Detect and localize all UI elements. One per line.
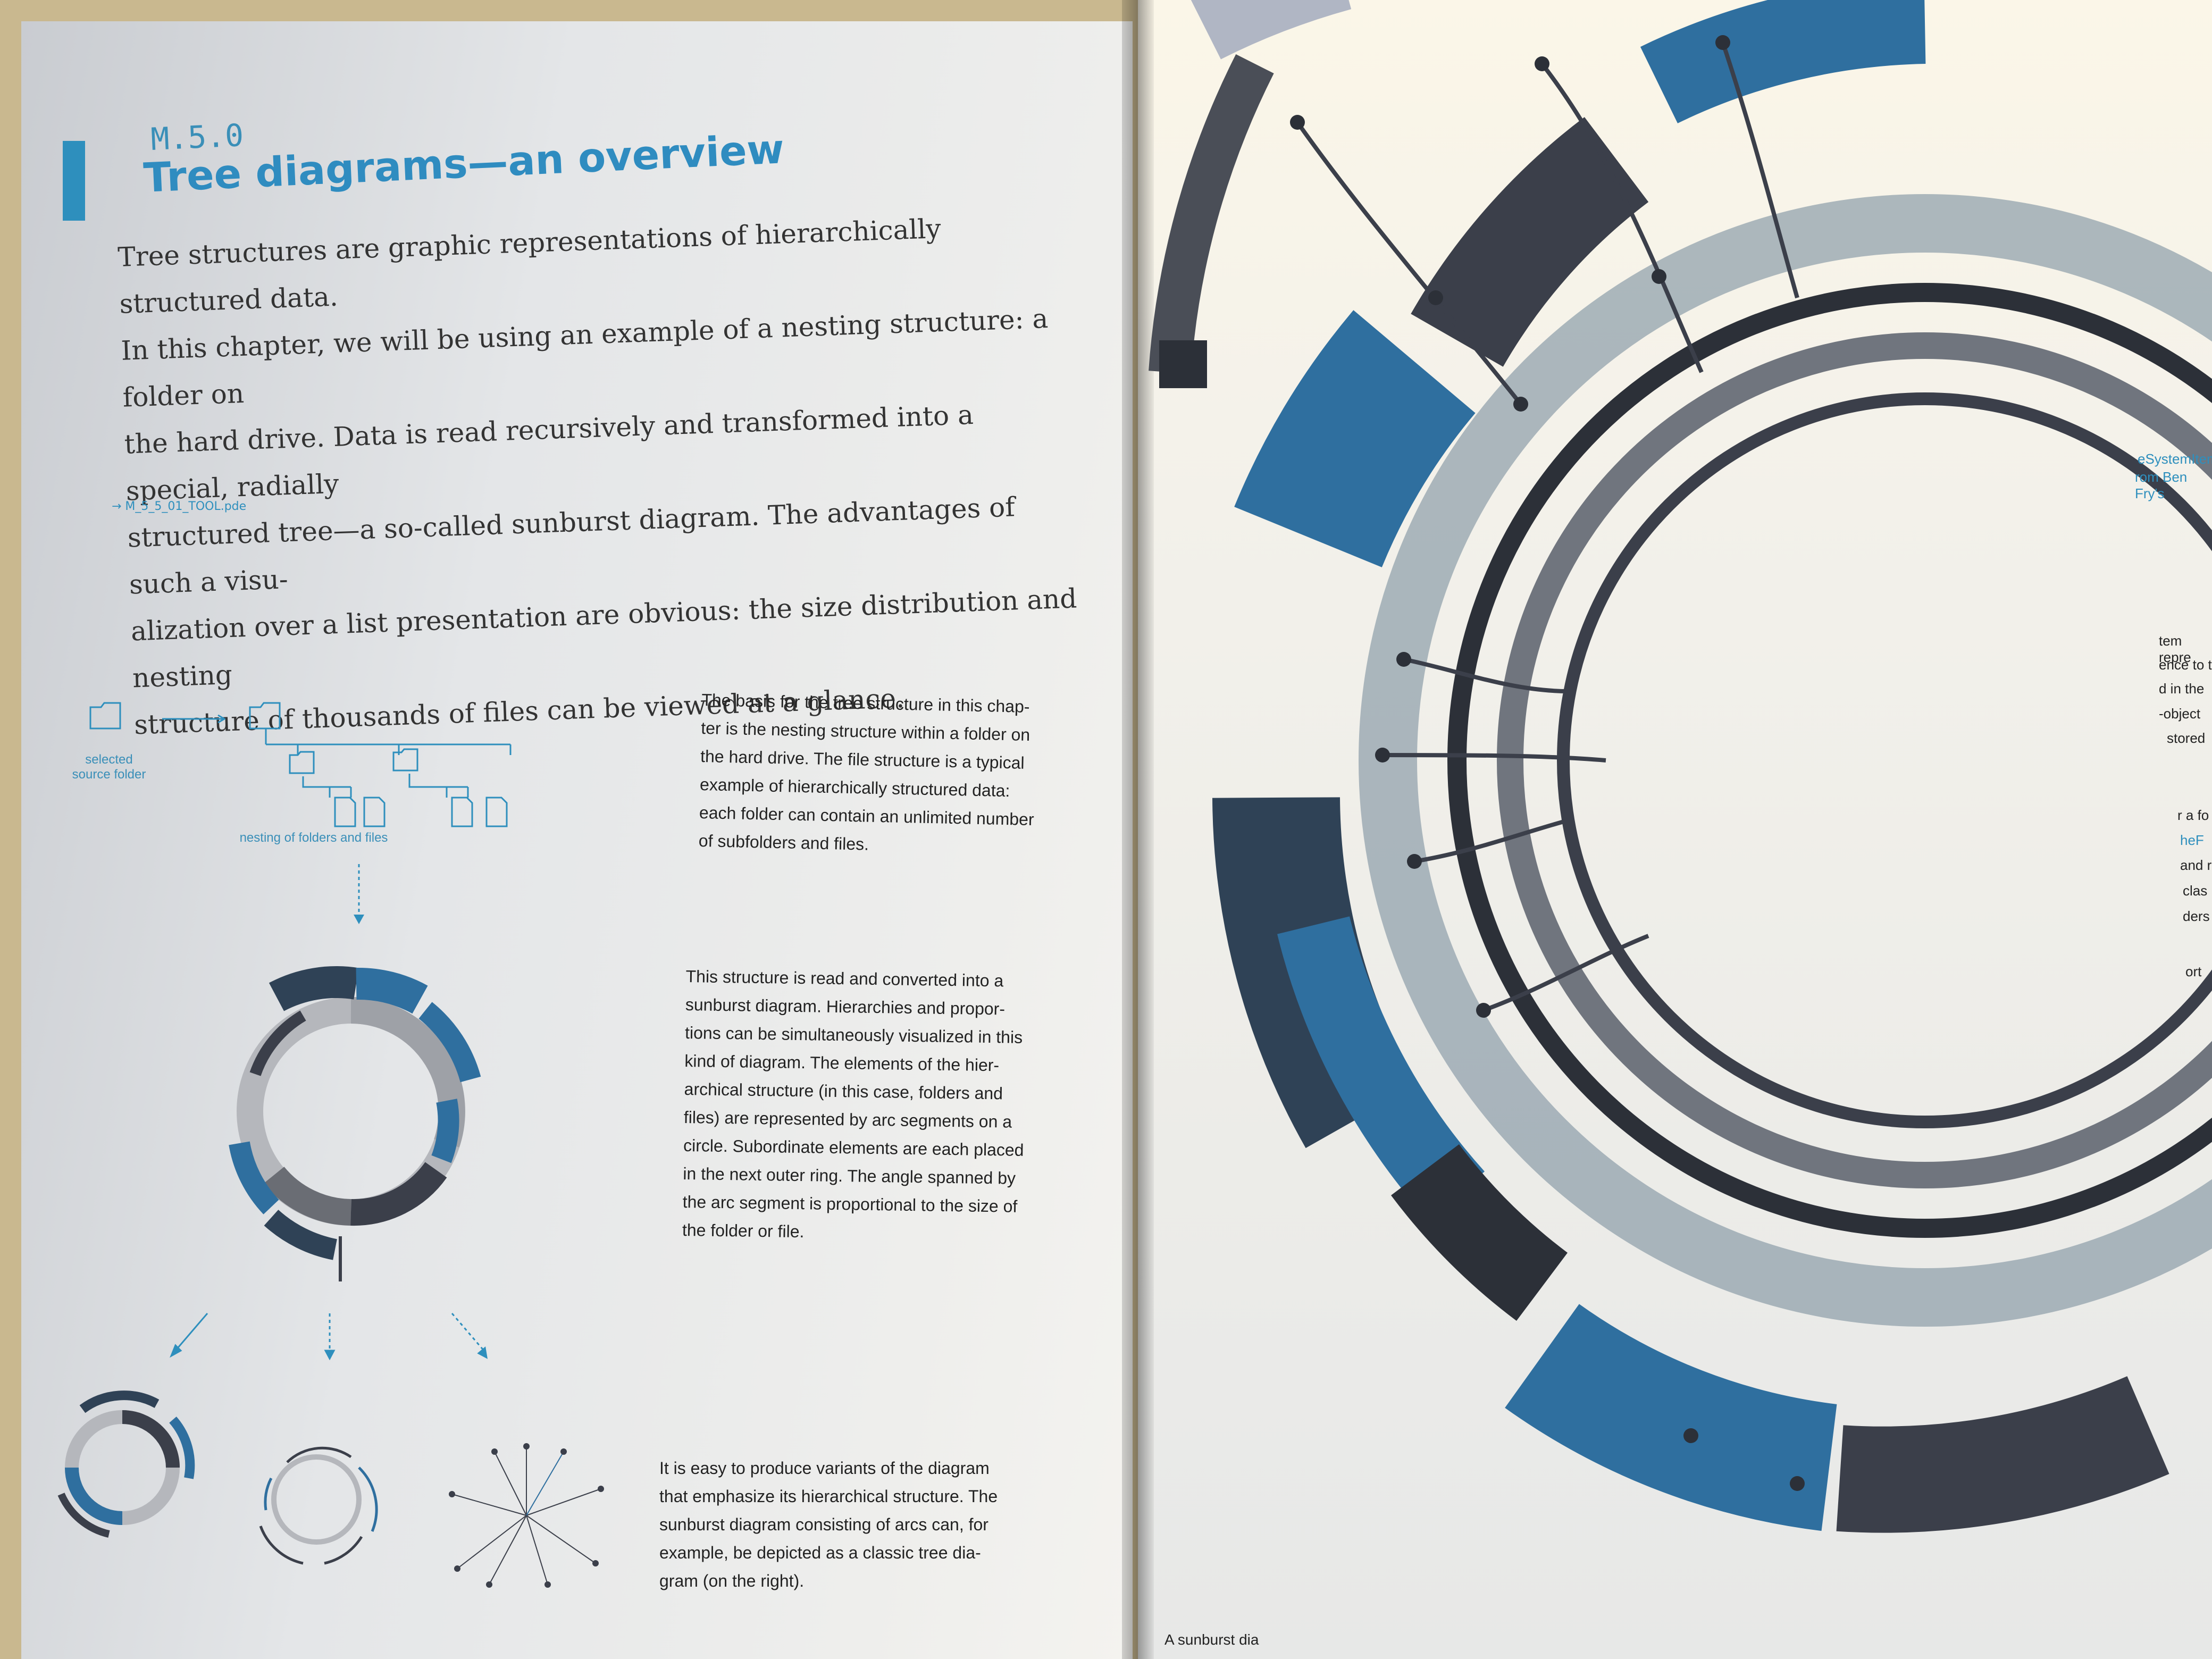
folder-icon: [249, 702, 281, 730]
variant-ring-tree-diagram: [259, 1446, 378, 1565]
left-page: [21, 21, 1133, 1659]
margin-fragment: r a fo: [2177, 807, 2209, 823]
paragraph-tree-basis: The basis for the tree structure in this…: [698, 690, 1034, 854]
tool-reference: → M_5_5_01_TOOL.pde: [112, 500, 247, 513]
variant-classic-tree-diagram: [449, 1443, 604, 1588]
label-nesting: nesting of folders and files: [239, 831, 388, 845]
folder-icon: [89, 702, 121, 730]
figure-caption: A sunburst dia: [1164, 1631, 1259, 1648]
margin-fragment: and r: [2180, 857, 2212, 873]
large-sunburst-diagram: [1149, 0, 2212, 1533]
margin-fragment: d in the: [2159, 681, 2205, 697]
margin-fragment: clas: [2183, 883, 2208, 899]
diagonal-arrows: [170, 1313, 488, 1361]
margin-fragment: stored: [2167, 730, 2206, 746]
margin-fragment: heF: [2180, 832, 2204, 848]
paragraph-variants: It is easy to produce variants of the di…: [659, 1459, 998, 1590]
down-arrow: [354, 864, 364, 924]
margin-fragment: eSystemItem: [2138, 451, 2212, 467]
folder-nesting-illustration: [89, 702, 512, 827]
file-icon: [451, 797, 473, 827]
margin-fragment: -object: [2159, 706, 2201, 722]
variant-arc-diagram: [57, 1390, 195, 1538]
margin-fragment: ort: [2185, 963, 2202, 979]
label-selected-source-folder: selected source folder: [72, 752, 146, 782]
margin-fragment: ence to t: [2159, 657, 2212, 673]
arrow-head: [217, 714, 226, 724]
margin-fragment: ders: [2183, 908, 2210, 924]
margin-fragment: rom Ben Fry's: [2135, 469, 2188, 501]
margin-fragment: tem repre: [2159, 633, 2191, 665]
file-icon: [485, 797, 508, 827]
file-icon: [363, 797, 386, 827]
section-accent-bar: [63, 141, 85, 221]
file-icon: [334, 797, 356, 827]
intro-text: Tree structures are graphic representati…: [117, 200, 1092, 748]
folder-icon: [392, 748, 418, 772]
folder-icon: [289, 751, 315, 774]
small-sunburst-diagram: [229, 966, 481, 1281]
book-gutter: [1122, 0, 1154, 1659]
paragraph-sunburst: This structure is read and converted int…: [682, 966, 1024, 1242]
